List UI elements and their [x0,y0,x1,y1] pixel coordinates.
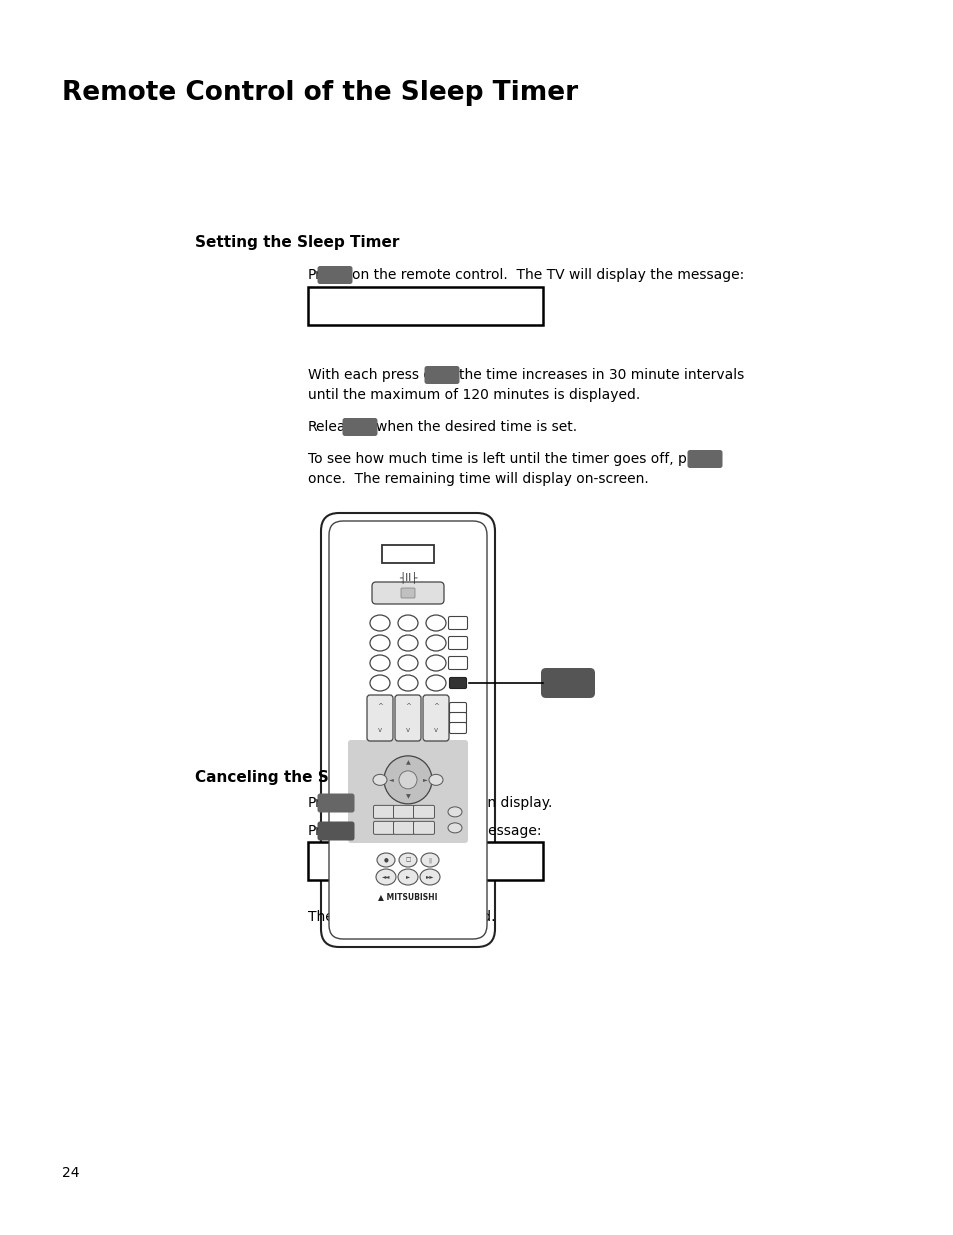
FancyBboxPatch shape [374,821,395,835]
Text: v: v [406,727,410,734]
Ellipse shape [426,676,446,692]
Text: ┤II├: ┤II├ [398,571,416,583]
Text: until you see the message:: until you see the message: [354,824,541,839]
Text: when the desired time is set.: when the desired time is set. [375,420,577,433]
FancyBboxPatch shape [320,513,495,947]
Text: ►: ► [422,777,427,782]
FancyBboxPatch shape [413,821,434,835]
FancyBboxPatch shape [393,821,414,835]
Text: ►: ► [405,874,410,879]
FancyBboxPatch shape [448,657,467,669]
Text: ●: ● [383,857,388,862]
Ellipse shape [398,771,416,789]
Ellipse shape [397,676,417,692]
FancyBboxPatch shape [422,695,449,741]
Text: until the maximum of 120 minutes is displayed.: until the maximum of 120 minutes is disp… [308,388,639,403]
Text: ◄: ◄ [388,777,393,782]
Ellipse shape [370,655,390,671]
Text: Press: Press [308,797,344,810]
Ellipse shape [426,615,446,631]
Text: To see how much time is left until the timer goes off, press: To see how much time is left until the t… [308,452,715,466]
Ellipse shape [426,635,446,651]
Ellipse shape [370,676,390,692]
Ellipse shape [397,615,417,631]
Ellipse shape [375,869,395,885]
Text: ^: ^ [405,703,411,709]
FancyBboxPatch shape [342,417,377,436]
Ellipse shape [376,853,395,867]
FancyBboxPatch shape [400,588,415,598]
Text: Setting the Sleep Timer: Setting the Sleep Timer [194,235,399,249]
Text: Canceling the Sleep Timer: Canceling the Sleep Timer [194,769,419,785]
FancyBboxPatch shape [317,266,352,284]
FancyBboxPatch shape [317,821,355,841]
FancyBboxPatch shape [449,713,466,724]
FancyBboxPatch shape [372,582,443,604]
Text: The timer will be canceled.: The timer will be canceled. [308,910,495,924]
Ellipse shape [429,774,442,785]
FancyBboxPatch shape [317,794,355,813]
Text: ||: || [428,857,432,863]
Text: ◄◄: ◄◄ [381,874,390,879]
Ellipse shape [397,869,417,885]
Text: Press: Press [308,268,344,282]
Text: ▲: ▲ [405,761,410,766]
FancyBboxPatch shape [329,521,486,939]
FancyBboxPatch shape [449,703,466,714]
FancyBboxPatch shape [381,545,434,563]
FancyBboxPatch shape [367,695,393,741]
Ellipse shape [420,853,438,867]
Text: on the remote control.  The TV will display the message:: on the remote control. The TV will displ… [352,268,743,282]
Ellipse shape [419,869,439,885]
Text: to see the on-screen display.: to see the on-screen display. [354,797,552,810]
FancyBboxPatch shape [540,668,595,698]
FancyBboxPatch shape [413,805,434,819]
Ellipse shape [397,635,417,651]
FancyBboxPatch shape [424,366,459,384]
FancyBboxPatch shape [687,450,721,468]
Text: ▼: ▼ [405,794,410,799]
Text: Press: Press [308,824,344,839]
Ellipse shape [370,635,390,651]
Ellipse shape [384,756,432,804]
Text: v: v [377,727,381,734]
Text: ►►: ►► [425,874,434,879]
Text: once.  The remaining time will display on-screen.: once. The remaining time will display on… [308,472,648,487]
Ellipse shape [448,823,461,832]
Ellipse shape [397,655,417,671]
Bar [308,287,542,325]
Text: ^: ^ [433,703,438,709]
Ellipse shape [426,655,446,671]
FancyBboxPatch shape [374,805,395,819]
Text: ▲ MITSUBISHI: ▲ MITSUBISHI [377,893,437,902]
Ellipse shape [448,806,461,816]
FancyBboxPatch shape [448,636,467,650]
Text: With each press of: With each press of [308,368,436,382]
Text: ^: ^ [376,703,382,709]
Ellipse shape [398,853,416,867]
FancyBboxPatch shape [449,722,466,734]
FancyBboxPatch shape [348,740,468,844]
Text: □: □ [405,857,410,862]
Text: the time increases in 30 minute intervals: the time increases in 30 minute interval… [458,368,743,382]
FancyBboxPatch shape [395,695,420,741]
Text: Remote Control of the Sleep Timer: Remote Control of the Sleep Timer [62,80,578,106]
Ellipse shape [370,615,390,631]
FancyBboxPatch shape [449,678,466,688]
FancyBboxPatch shape [393,805,414,819]
FancyBboxPatch shape [448,616,467,630]
Text: v: v [434,727,437,734]
Text: Release: Release [308,420,362,433]
Bar [308,842,542,881]
Ellipse shape [373,774,387,785]
Text: 24: 24 [62,1166,79,1179]
